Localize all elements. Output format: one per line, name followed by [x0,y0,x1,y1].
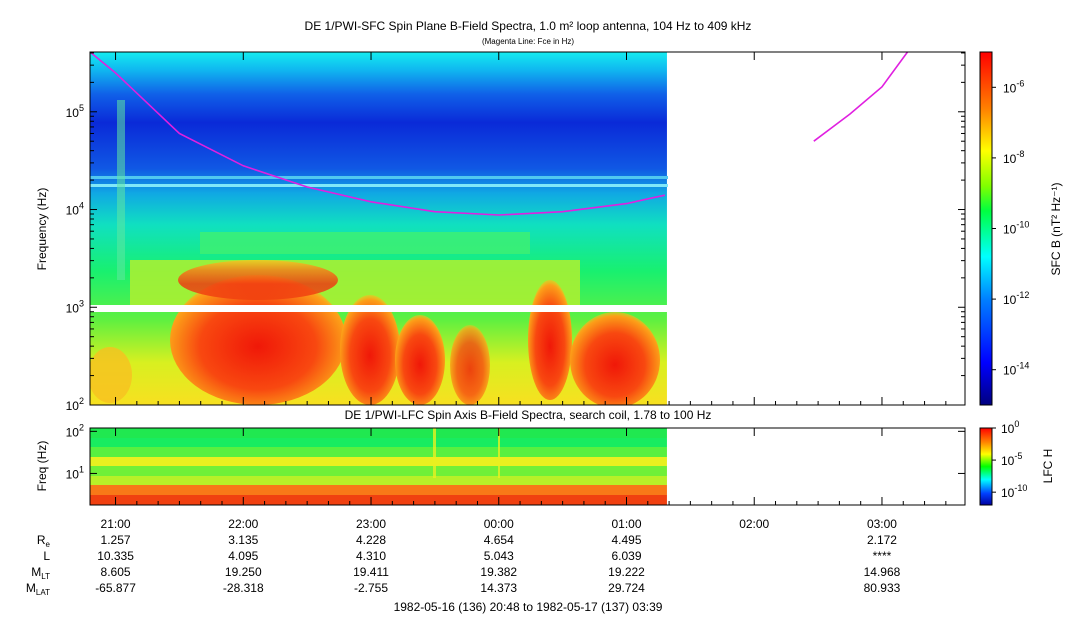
lfc-band [90,428,667,438]
time-axis: 21:00 22:00 23:00 00:00 01:00 02:00 03:00 [101,52,947,531]
ephemeris-row-label: MLAT [26,581,50,597]
time-tick-label: 01:00 [611,517,641,531]
ephemeris-value: 29.724 [608,581,645,595]
time-range-footer: 1982-05-16 (136) 20:48 to 1982-05-17 (13… [394,600,663,614]
lfc-ytick-label: 102 [66,422,84,439]
ephemeris-row-label: MLT [31,565,50,581]
ephemeris-value: 4.495 [611,533,641,547]
sfc-interference-line [90,176,668,179]
ephemeris-value: 6.039 [611,549,641,563]
ephemeris-row-label: L [43,549,50,563]
ephemeris-value: 3.135 [228,533,258,547]
lfc-band [90,438,667,447]
fce-line [813,52,909,142]
lfc-colorbar-ticks: 100 10-5 10-10 [992,419,1027,500]
sfc-burst [395,315,445,405]
lfc-band [90,457,667,466]
ephemeris-value: 19.250 [225,565,262,579]
sfc-title: DE 1/PWI-SFC Spin Plane B-Field Spectra,… [305,19,752,33]
sfc-ylabel: Frequency (Hz) [35,188,49,271]
ephemeris-value: 2.172 [867,533,897,547]
lfc-spectrogram [90,428,667,505]
ephemeris-value: 1.257 [101,533,131,547]
lfc-band [90,495,667,505]
ephemeris-value: 19.222 [608,565,645,579]
sfc-burst [178,260,338,300]
lfc-colorbar-tick-label: 10-10 [1001,483,1027,500]
sfc-colorbar-tick-label: 10-6 [1003,78,1024,95]
ephemeris-value: 80.933 [864,581,901,595]
lfc-title: DE 1/PWI-LFC Spin Axis B-Field Spectra, … [345,408,712,422]
ephemeris-value: 5.043 [484,549,514,563]
ephemeris-value: 4.095 [228,549,258,563]
sfc-colorbar-tick-label: 10-14 [1003,361,1029,378]
sfc-interference-line [90,184,668,187]
ephemeris-value: **** [873,549,892,563]
sfc-chorus-band [200,232,530,254]
lfc-frame [89,427,966,506]
fce-line [90,52,665,216]
lfc-band [90,466,667,476]
sfc-ytick-label: 103 [66,298,84,315]
time-tick-label: 21:00 [101,517,131,531]
sfc-subtitle: (Magenta Line: Fce in Hz) [482,37,574,46]
sfc-spectrogram [90,52,909,405]
ephemeris-value: 4.228 [356,533,386,547]
lfc-ytick-label: 101 [66,464,84,481]
lfc-band [90,447,667,457]
sfc-frame [89,51,966,406]
sfc-spike [117,100,125,280]
sfc-burst [528,280,572,400]
lfc-ylabel: Freq (Hz) [35,441,49,492]
sfc-y-axis: 102 103 104 105 [66,52,965,413]
lfc-colorbar [979,427,993,506]
sfc-colorbar-tick-label: 10-12 [1003,290,1029,307]
lfc-band [90,476,667,485]
time-tick-label: 03:00 [867,517,897,531]
sfc-burst [570,312,660,405]
lfc-colorbar-tick-label: 10-5 [1001,451,1022,468]
sfc-ytick-label: 105 [66,103,84,120]
sfc-burst [340,295,400,405]
ephemeris-value: 14.373 [480,581,517,595]
lfc-colorbar-tick-label: 100 [1001,419,1019,436]
sfc-burst [90,347,132,403]
ephemeris-value: 4.654 [484,533,514,547]
time-tick-label: 23:00 [356,517,386,531]
time-tick-label: 02:00 [739,517,769,531]
ephemeris-table: Re 1.257 3.135 4.228 4.654 4.495 2.172 L 10.335 4… [26,533,901,597]
sfc-colorbar [979,51,993,406]
lfc-spike [433,428,436,478]
ephemeris-value: 19.411 [353,565,389,579]
sfc-data-gap [90,305,668,312]
ephemeris-value: -28.318 [223,581,264,595]
lfc-spike [498,428,500,478]
sfc-ytick-label: 102 [66,396,84,413]
time-tick-label: 22:00 [228,517,258,531]
sfc-burst [450,325,490,405]
ephemeris-value: 10.335 [97,549,134,563]
ephemeris-value: 4.310 [356,549,386,563]
sfc-ytick-label: 104 [66,201,84,218]
ephemeris-value: -2.755 [354,581,388,595]
sfc-colorbar-label: SFC B (nT² Hz⁻¹) [1049,183,1063,276]
ephemeris-value: 14.968 [864,565,901,579]
time-tick-label: 00:00 [484,517,514,531]
lfc-band [90,485,667,495]
ephemeris-value: 8.605 [101,565,131,579]
lfc-colorbar-label: LFC H [1041,449,1055,484]
ephemeris-value: 19.382 [480,565,517,579]
sfc-colorbar-tick-label: 10-8 [1003,149,1024,166]
sfc-colorbar-ticks: 10-6 10-8 10-10 10-12 10-14 [992,78,1029,378]
ephemeris-value: -65.877 [95,581,136,595]
sfc-colorbar-tick-label: 10-10 [1003,220,1029,237]
lfc-y-axis: 101 102 [66,422,965,481]
ephemeris-row-label: Re [37,533,51,549]
